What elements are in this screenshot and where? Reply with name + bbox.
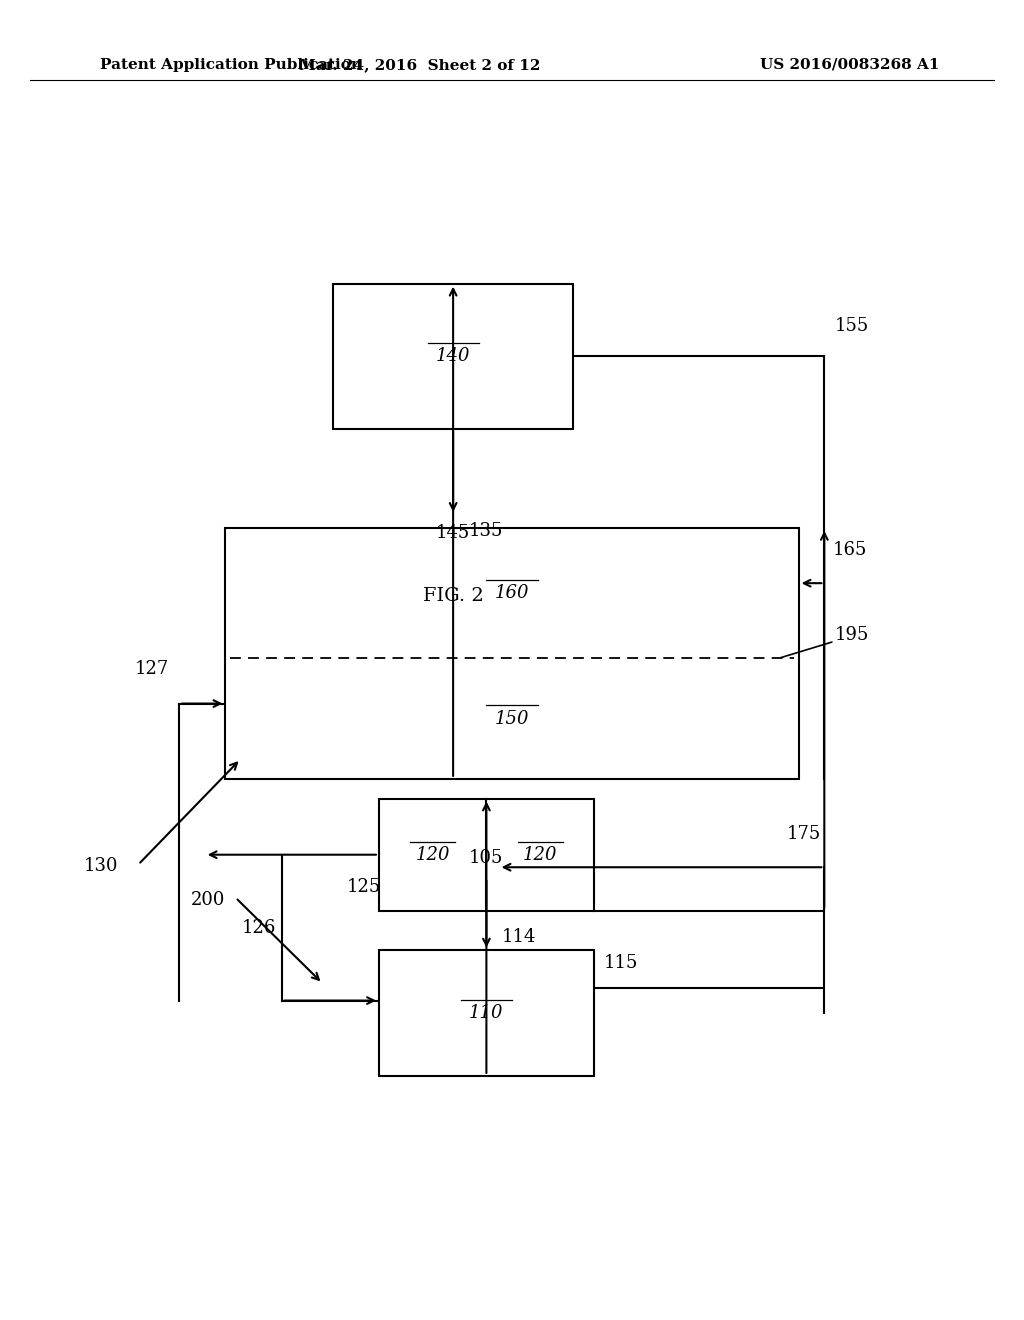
Text: 160: 160 xyxy=(495,585,529,602)
Text: 155: 155 xyxy=(835,317,868,335)
Text: Mar. 24, 2016  Sheet 2 of 12: Mar. 24, 2016 Sheet 2 of 12 xyxy=(299,58,541,73)
Text: 200: 200 xyxy=(190,891,225,909)
Text: FIG. 2: FIG. 2 xyxy=(423,587,483,606)
Text: 126: 126 xyxy=(242,919,276,937)
Text: 120: 120 xyxy=(416,846,450,863)
Text: 125: 125 xyxy=(346,879,381,896)
Bar xyxy=(379,799,594,911)
Text: 165: 165 xyxy=(833,541,867,560)
Bar xyxy=(225,528,799,779)
Text: 105: 105 xyxy=(469,849,504,867)
Bar xyxy=(379,950,594,1076)
Text: 140: 140 xyxy=(436,347,470,366)
Text: Patent Application Publication: Patent Application Publication xyxy=(100,58,362,73)
Text: 127: 127 xyxy=(135,660,169,677)
Text: 114: 114 xyxy=(502,928,537,946)
Text: 135: 135 xyxy=(469,523,503,540)
Text: 130: 130 xyxy=(83,857,118,875)
Text: 115: 115 xyxy=(604,954,639,972)
Text: 120: 120 xyxy=(523,846,557,863)
Text: 110: 110 xyxy=(469,1005,504,1022)
Text: 195: 195 xyxy=(835,626,869,644)
Text: 150: 150 xyxy=(495,710,529,727)
Text: US 2016/0083268 A1: US 2016/0083268 A1 xyxy=(760,58,939,73)
Bar xyxy=(333,284,573,429)
Text: 145: 145 xyxy=(436,524,470,543)
Text: 175: 175 xyxy=(786,825,821,843)
